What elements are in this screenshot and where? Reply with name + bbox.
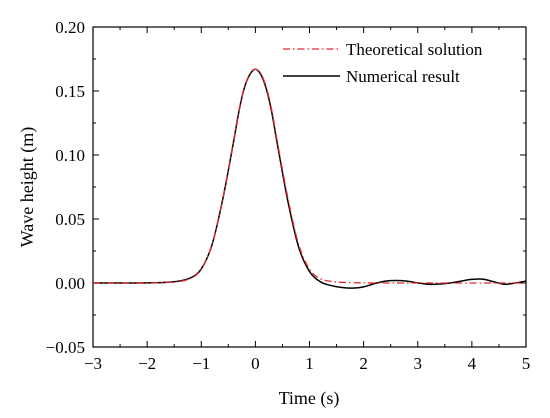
y-tick-label: −0.05: [46, 338, 85, 357]
plot-area: [92, 26, 527, 348]
y-tick-label: 0.20: [55, 18, 85, 37]
y-tick-labels: −0.05 0.00 0.05 0.10 0.15 0.20: [46, 18, 85, 357]
x-tick-labels: −3 −2 −1 0 1 2 3 4 5: [84, 354, 530, 373]
x-tick-label: −1: [192, 354, 210, 373]
y-tick-label: 0.10: [55, 146, 85, 165]
x-tick-label: 1: [305, 354, 314, 373]
x-tick-label: 5: [522, 354, 531, 373]
legend-label: Numerical result: [346, 67, 460, 86]
series-line-numerical-result: [92, 68, 527, 289]
x-tick-label: 3: [414, 354, 423, 373]
series-line-theoretical-solution: [92, 68, 526, 284]
y-axis-title: Wave height (m): [17, 127, 38, 248]
x-tick-label: −3: [84, 354, 102, 373]
legend: Theoretical solution Numerical result: [283, 40, 483, 86]
legend-label: Theoretical solution: [346, 40, 483, 59]
y-tick-label: 0.00: [55, 274, 85, 293]
x-tick-label: 0: [251, 354, 260, 373]
x-tick-label: −2: [138, 354, 156, 373]
x-tick-label: 2: [359, 354, 368, 373]
axis-ticks: [92, 26, 527, 348]
x-axis-title: Time (s): [279, 388, 340, 409]
y-tick-label: 0.15: [55, 82, 85, 101]
series-layer: [92, 68, 527, 289]
x-tick-label: 4: [468, 354, 477, 373]
plot-border: [92, 26, 527, 348]
y-tick-label: 0.05: [55, 210, 85, 229]
